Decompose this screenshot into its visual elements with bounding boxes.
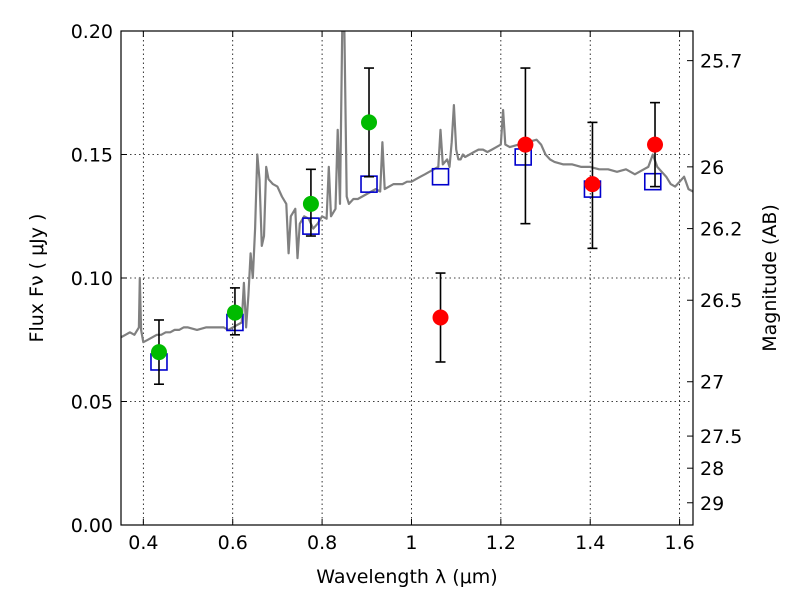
x-tick-label: 0.4 bbox=[128, 532, 158, 554]
y-tick-label: 0.20 bbox=[71, 21, 113, 43]
green-data-point bbox=[226, 304, 243, 321]
x-tick-label: 1.4 bbox=[575, 532, 605, 554]
y-tick-label: 0.10 bbox=[71, 268, 113, 290]
green-data-point bbox=[302, 195, 319, 212]
green-data-point bbox=[361, 114, 378, 131]
model-square-marker bbox=[431, 167, 450, 186]
markers bbox=[150, 67, 664, 386]
y-axis-title: Flux Fν ( μJy ) bbox=[26, 214, 48, 343]
model-square-marker bbox=[643, 172, 662, 191]
y2-tick-label: 28 bbox=[700, 458, 724, 480]
y-tick-label: 0.05 bbox=[71, 392, 113, 414]
y2-tick-label: 29 bbox=[700, 493, 724, 515]
red-data-point bbox=[584, 176, 601, 193]
y-tick-label: 0.15 bbox=[71, 145, 113, 167]
y-tick-label: 0.00 bbox=[71, 515, 113, 537]
y2-tick-label: 25.7 bbox=[700, 51, 742, 73]
y2-tick-label: 26 bbox=[700, 157, 724, 179]
y2-tick-label: 26.5 bbox=[700, 290, 742, 312]
y2-tick-label: 27.5 bbox=[700, 426, 742, 448]
x-axis-title: Wavelength λ (μm) bbox=[316, 566, 497, 588]
x-tick-label: 1.6 bbox=[664, 532, 694, 554]
y2-tick-label: 27 bbox=[700, 372, 724, 394]
green-data-point bbox=[150, 344, 167, 361]
red-data-point bbox=[647, 136, 664, 153]
ticks: 0.4 0.6 0.8 1 1.2 1.4 1.6 0.00 0.05 0.10 0.15 0.20 2… bbox=[71, 21, 743, 554]
red-data-point bbox=[432, 309, 449, 326]
x-tick-label: 1.2 bbox=[486, 532, 516, 554]
y2-axis-title: Magnitude (AB) bbox=[759, 204, 781, 352]
red-data-point bbox=[517, 136, 534, 153]
y2-tick-label: 26.2 bbox=[700, 219, 742, 241]
x-tick-label: 1 bbox=[405, 532, 417, 554]
x-tick-label: 0.8 bbox=[307, 532, 337, 554]
x-tick-label: 0.6 bbox=[218, 532, 248, 554]
